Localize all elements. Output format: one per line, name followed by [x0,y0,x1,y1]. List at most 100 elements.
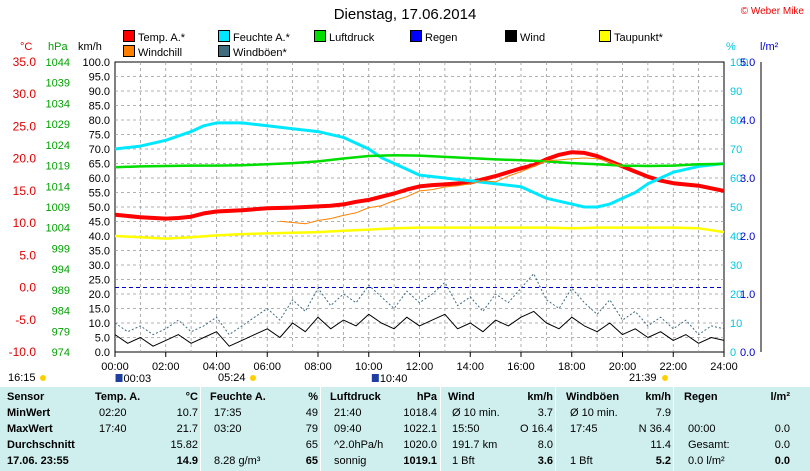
table-cell: 21:40 [334,407,362,419]
legend-item: Luftdruck [314,30,374,44]
x-tick-label: 04:00 [203,361,231,373]
x-tick-label: 20:00 [609,361,637,373]
y-tick-label-kmh: 100.0 [82,57,110,69]
legend-label: Windböen* [233,47,287,59]
table-cell: 00:00 [688,423,716,435]
series-line-taupunkt [114,226,725,240]
chart-axes: 35.0 30.0 25.0 20.0 15.0 10.0 5.0 0.0 -5.0 -10.0 1… [9,41,779,373]
y-tick-label-kmh: 35.0 [89,246,110,258]
x-tick-label: 08:00 [304,361,332,373]
y-tick-label-hpa: 974 [52,347,70,359]
legend-item: Feuchte A.* [218,30,290,44]
y-tick-label-celsius: -5.0 [15,313,36,327]
y-tick-label-hpa: 979 [52,326,70,338]
y-tick-label-percent: 10 [730,318,742,330]
table-header-unit: l/m² [770,391,790,403]
table-cell: sonnig [334,455,367,467]
table-row-label: MinWert [7,407,51,419]
y-tick-label-kmh: 95.0 [89,72,110,84]
x-tick-label: 18:00 [558,361,586,373]
y-tick-label-hpa: 1034 [46,98,70,110]
legend-swatch [505,30,517,42]
y-tick-label-celsius: 25.0 [13,119,37,133]
x-tick-label: 06:00 [253,361,281,373]
y-tick-label-kmh: 75.0 [89,130,110,142]
x-tick-label: 00:00 [101,361,129,373]
legend-swatch [218,30,230,42]
table-cell: Gesamt: [688,439,730,451]
table-cell-value: 0.0 [774,439,790,451]
table-cell-value: 1022.1 [403,423,437,435]
legend-label: Feuchte A.* [233,32,290,44]
y-tick-label-percent: 50 [730,202,742,214]
y-tick-label-kmh: 55.0 [89,188,110,200]
table-cell-value: 65 [305,439,318,451]
series-line-windchill [279,157,623,225]
table-cell-value: 3.6 [537,455,553,467]
table-cell-value: 7.9 [655,407,671,419]
y-tick-label-kmh: 45.0 [89,217,110,229]
y-tick-label-hpa: 984 [52,306,70,318]
y-tick-label-kmh: 60.0 [89,173,110,185]
table-separator [673,387,674,471]
table-cell: 17:45 [570,423,598,435]
y-tick-label-percent: 60 [730,173,742,185]
legend-item: Wind [505,30,545,44]
table-cell: 15:50 [452,423,480,435]
y-tick-label-celsius: 15.0 [13,184,37,198]
table-separator [320,387,321,471]
table-cell: 02:20 [99,407,127,419]
weather-chart: 35.0 30.0 25.0 20.0 15.0 10.0 5.0 0.0 -5.0 -10.0 1… [8,41,779,385]
copyright-label: © Weber Mike [740,6,804,17]
table-header: Wind [448,391,475,403]
y-tick-label-celsius: 35.0 [13,55,37,69]
y-tick-label-rain: 1.0 [740,289,755,301]
event-marker [371,374,379,382]
y-tick-label-celsius: 20.0 [13,152,37,166]
table-cell-value: 0.0 [774,423,790,435]
sun-icon [662,375,668,381]
table-header-unit: hPa [416,391,437,403]
y-tick-label-percent: 70 [730,144,742,156]
y-tick-label-kmh: 0.0 [95,347,110,359]
table-cell-value: 5.2 [655,455,671,467]
y-tick-label-kmh: 85.0 [89,101,110,113]
y-tick-label-kmh: 70.0 [89,144,110,156]
table-cell: Ø 10 min. [452,407,500,419]
legend-label: Windchill [138,47,183,59]
x-tick-label: 22:00 [659,361,687,373]
x-tick-label: 16:00 [507,361,535,373]
y-tick-label-hpa: 1004 [46,223,70,235]
table-row-label: Durchschnitt [7,439,75,451]
table-cell-value: 1018.4 [403,407,437,419]
table-header: Regen [684,391,718,403]
y-tick-label-hpa: 1044 [46,57,70,69]
table-cell: 17:40 [99,423,127,435]
chart-marks: 16:15 05:24 21:39 00:03 10:40 [8,372,668,385]
x-tick-label: 02:00 [152,361,180,373]
legend-label: Regen [425,32,458,44]
y-tick-label-hpa: 989 [52,285,70,297]
y-tick-label-hpa: 1039 [46,78,70,90]
chart-series [114,121,725,347]
y-tick-label-kmh: 10.0 [89,318,110,330]
table-header: Temp. A. [95,391,141,403]
legend-swatch [599,30,611,42]
table-cell: 09:40 [334,423,362,435]
table-row-label: 17.06. 23:55 [7,455,69,467]
y-tick-label-rain: 2.0 [740,231,755,243]
y-tick-label-hpa: 1029 [46,119,70,131]
y-tick-label-celsius: -10.0 [9,345,37,359]
legend-label: Taupunkt* [614,32,663,44]
y-tick-label-rain: 4.0 [740,115,755,127]
stats-table: Sensor Temp. A. °C Feuchte A.% Luftdruck hPa W… [0,387,810,471]
table-separator [555,387,556,471]
legend-label: Luftdruck [329,32,375,44]
y-tick-label-kmh: 25.0 [89,275,110,287]
table-cell-value: O 16.4 [519,423,553,435]
y-tick-label-celsius: 5.0 [19,248,36,262]
table-cell-value: 79 [305,423,318,435]
y-tick-label-celsius: 10.0 [13,216,37,230]
chart-grid [114,61,725,353]
x-tick-label: 10:00 [355,361,383,373]
